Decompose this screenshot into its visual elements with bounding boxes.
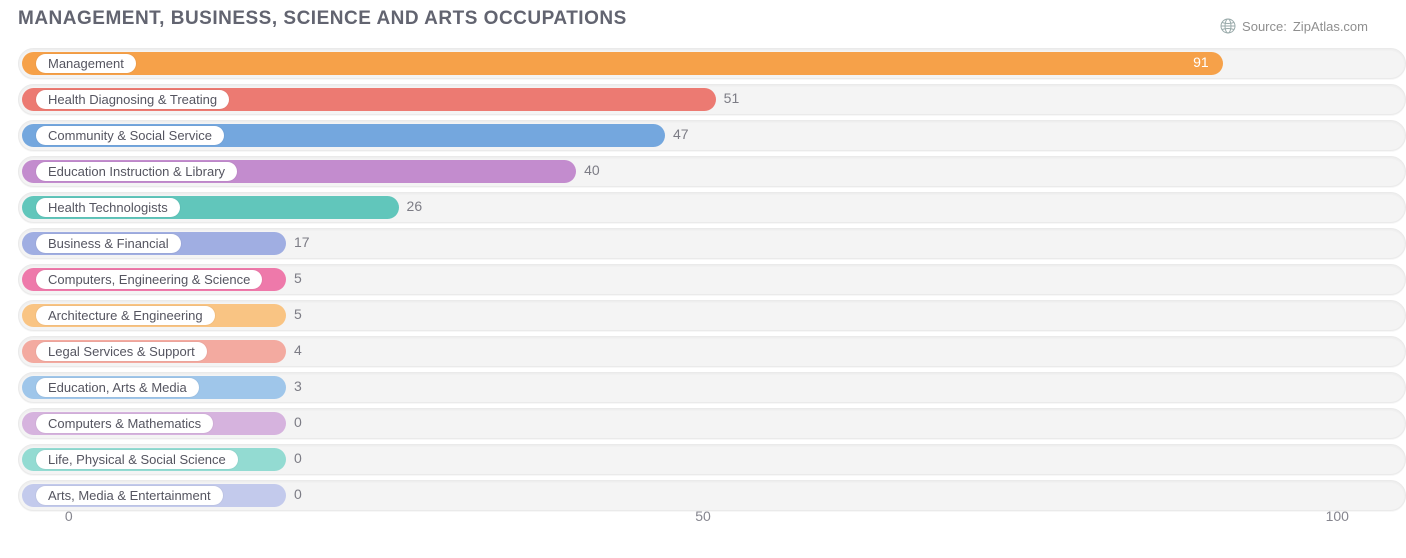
x-tick: 0 (65, 508, 73, 524)
bar-row: Education Instruction & Library 40 (18, 156, 1406, 189)
globe-icon (1220, 18, 1236, 34)
bar-label: Management (36, 54, 136, 73)
bar-value: 40 (584, 162, 600, 178)
chart-title: MANAGEMENT, BUSINESS, SCIENCE AND ARTS O… (18, 8, 1388, 30)
bar-label: Business & Financial (36, 234, 181, 253)
bar-value: 47 (673, 126, 689, 142)
bar-row: Legal Services & Support 4 (18, 336, 1406, 369)
bar-value: 0 (294, 450, 302, 466)
bar-row: Management 91 (18, 48, 1406, 81)
bar-label: Education, Arts & Media (36, 378, 199, 397)
x-tick: 100 (1326, 508, 1349, 524)
bar-value: 0 (294, 486, 302, 502)
bar-row: Community & Social Service 47 (18, 120, 1406, 153)
bar-row: Health Technologists 26 (18, 192, 1406, 225)
x-tick: 50 (695, 508, 711, 524)
bar-value: 17 (294, 234, 310, 250)
source-attribution: Source: ZipAtlas.com (1220, 18, 1368, 34)
bar-value: 0 (294, 414, 302, 430)
bar-label: Computers, Engineering & Science (36, 270, 262, 289)
bar-row: Computers & Mathematics 0 (18, 408, 1406, 441)
bar-label: Community & Social Service (36, 126, 224, 145)
x-axis: 0 50 100 (18, 504, 1406, 528)
bar-fill (22, 52, 1223, 75)
bar-label: Arts, Media & Entertainment (36, 486, 223, 505)
bar-label: Health Diagnosing & Treating (36, 90, 229, 109)
source-label: Source: (1242, 19, 1287, 34)
bar-value: 4 (294, 342, 302, 358)
occupations-chart: MANAGEMENT, BUSINESS, SCIENCE AND ARTS O… (18, 8, 1388, 550)
bar-label: Legal Services & Support (36, 342, 207, 361)
bar-value: 3 (294, 378, 302, 394)
bar-value: 91 (1193, 54, 1209, 70)
bar-row: Computers, Engineering & Science 5 (18, 264, 1406, 297)
bar-value: 5 (294, 306, 302, 322)
bar-label: Education Instruction & Library (36, 162, 237, 181)
source-name: ZipAtlas.com (1293, 19, 1368, 34)
bar-label: Life, Physical & Social Science (36, 450, 238, 469)
bar-label: Computers & Mathematics (36, 414, 213, 433)
bar-label: Health Technologists (36, 198, 180, 217)
bar-value: 51 (724, 90, 740, 106)
bar-row: Health Diagnosing & Treating 51 (18, 84, 1406, 117)
bar-row: Architecture & Engineering 5 (18, 300, 1406, 333)
bar-value: 26 (407, 198, 423, 214)
bar-row: Life, Physical & Social Science 0 (18, 444, 1406, 477)
bar-row: Business & Financial 17 (18, 228, 1406, 261)
plot-area: Management 91 Health Diagnosing & Treating… (18, 48, 1406, 528)
bar-label: Architecture & Engineering (36, 306, 215, 325)
bar-row: Education, Arts & Media 3 (18, 372, 1406, 405)
bar-value: 5 (294, 270, 302, 286)
